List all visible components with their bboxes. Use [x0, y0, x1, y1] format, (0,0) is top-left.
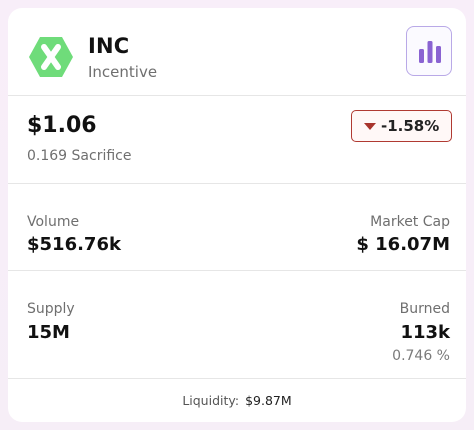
burned-label: Burned	[399, 301, 450, 317]
token-name: Incentive	[88, 63, 158, 81]
supply-label: Supply	[27, 301, 75, 317]
hexagon-x-logo-icon	[28, 36, 74, 78]
sacrifice-price: 0.169 Sacrifice	[27, 148, 132, 164]
supply-burned-row: Supply 15M Burned 113k 0.746 %	[8, 271, 466, 379]
token-header: INC Incentive	[8, 8, 466, 96]
token-symbol: INC	[88, 34, 130, 58]
market-cap-value: $ 16.07M	[356, 234, 450, 255]
price-change-badge: -1.58%	[351, 110, 452, 142]
chart-button[interactable]	[406, 26, 452, 76]
burned-percentage: 0.746 %	[392, 348, 450, 364]
burned-value: 113k	[400, 322, 450, 343]
volume-marketcap-row: Volume $516.76k Market Cap $ 16.07M	[8, 184, 466, 271]
volume-value: $516.76k	[27, 234, 121, 255]
volume-label: Volume	[27, 214, 80, 230]
token-card: INC Incentive $1.06 0.169 Sacrifice -1.5…	[8, 8, 466, 422]
token-price: $1.06	[27, 113, 97, 138]
price-section: $1.06 0.169 Sacrifice -1.58%	[8, 96, 466, 184]
supply-value: 15M	[27, 322, 70, 343]
liquidity-label: Liquidity:	[182, 393, 240, 408]
down-triangle-icon	[364, 123, 376, 130]
liquidity-footer: Liquidity: $9.87M	[8, 379, 466, 422]
bar-chart-icon	[419, 41, 441, 63]
price-change-value: -1.58%	[381, 117, 440, 135]
market-cap-label: Market Cap	[370, 214, 450, 230]
liquidity-value: $9.87M	[245, 393, 292, 408]
